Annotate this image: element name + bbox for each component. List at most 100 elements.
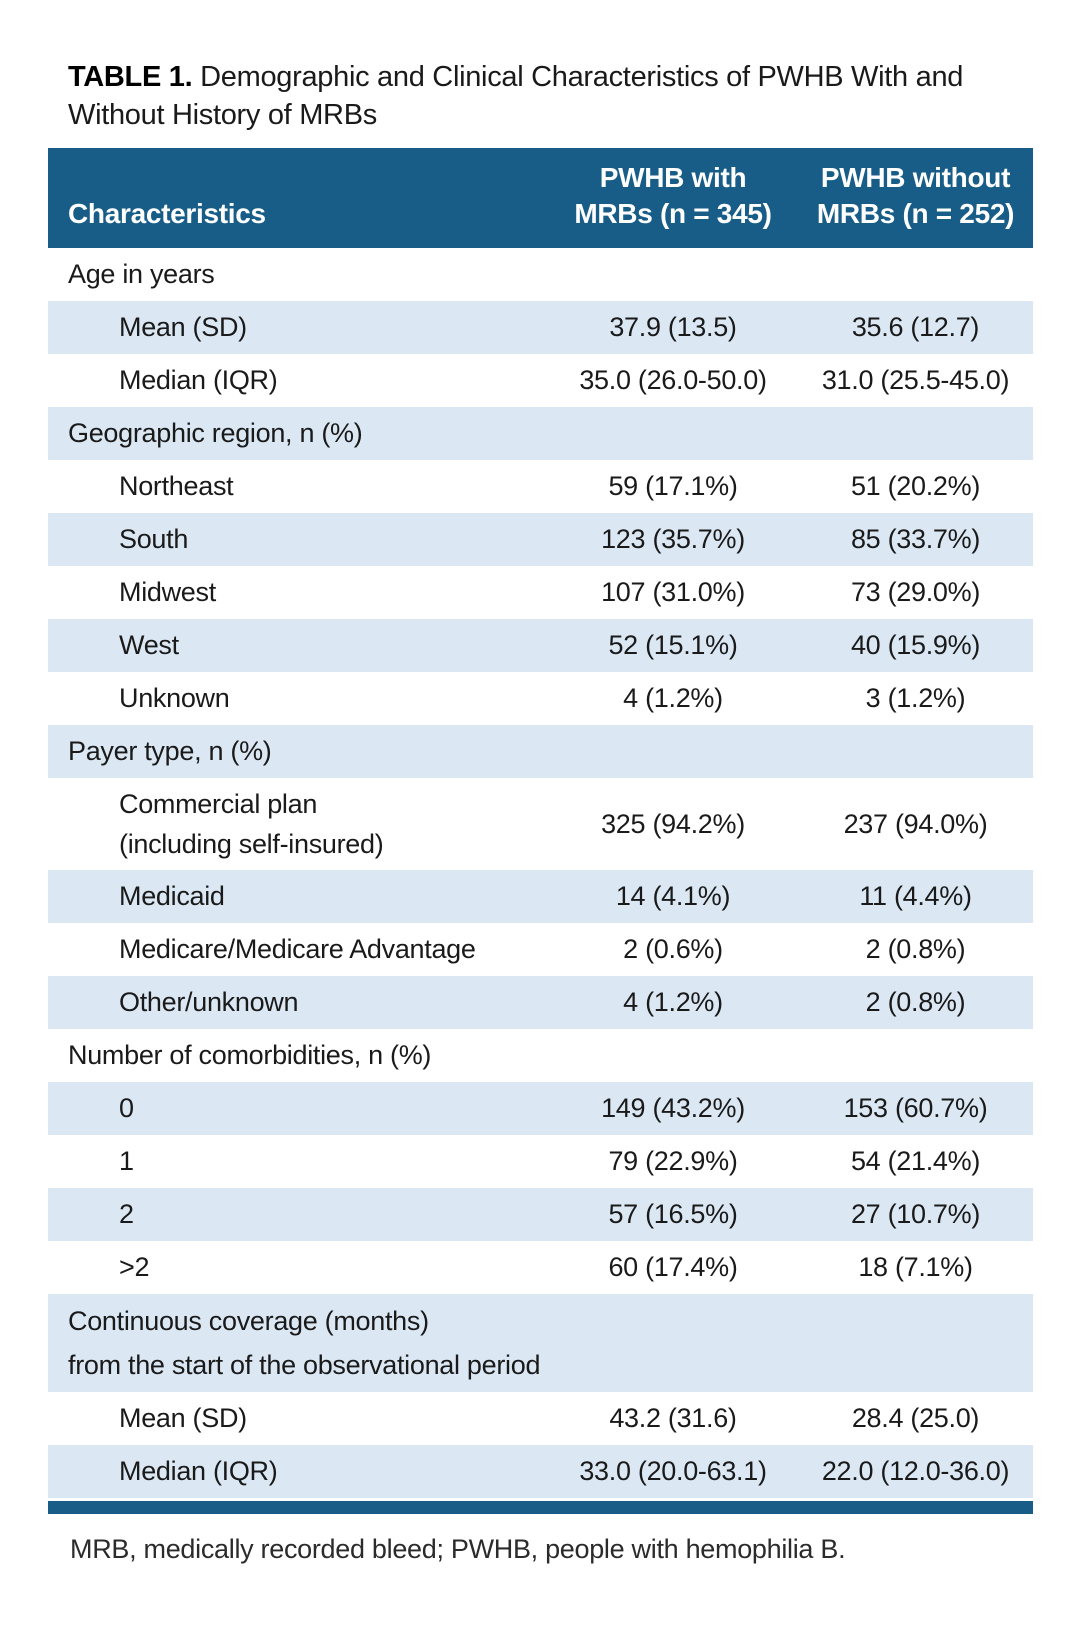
- category-label: Continuous coverage (months) from the sta…: [48, 1294, 1033, 1392]
- table-title: TABLE 1. Demographic and Clinical Charac…: [0, 0, 1079, 148]
- value-pwhb-with-mrbs: 57 (16.5%): [548, 1188, 798, 1241]
- value-pwhb-without-mrbs: 3 (1.2%): [865, 683, 966, 713]
- table-row: Unknown 4 (1.2%) 3 (1.2%): [48, 672, 1033, 725]
- row-label: 0: [48, 1082, 548, 1135]
- value-pwhb-without-mrbs: 31.0 (25.5-45.0): [821, 365, 1010, 395]
- table-row: 1 79 (22.9%) 54 (21.4%): [48, 1135, 1033, 1188]
- header-pwhb-with-line2: MRBs (n = 345): [574, 198, 772, 229]
- table-title-line1: Demographic and Clinical Characteristics…: [200, 61, 964, 93]
- row-label-line1: Commercial plan: [119, 789, 318, 819]
- value-pwhb-without-mrbs: 28.4 (25.0): [851, 1403, 980, 1433]
- row-label: 2: [48, 1188, 548, 1241]
- table-row: Number of comorbidities, n (%): [48, 1029, 1033, 1082]
- table-row: Commercial plan (including self-insured) 3…: [48, 778, 1033, 870]
- table-row: 2 57 (16.5%) 27 (10.7%): [48, 1188, 1033, 1241]
- value-pwhb-with-mrbs: 37.9 (13.5): [548, 301, 798, 354]
- value-pwhb-with-mrbs: 149 (43.2%): [548, 1082, 798, 1135]
- table-row: Northeast 59 (17.1%) 51 (20.2%): [48, 460, 1033, 513]
- value-pwhb-with-mrbs: 43.2 (31.6): [609, 1403, 737, 1433]
- value-pwhb-with-mrbs: 79 (22.9%): [608, 1146, 738, 1176]
- table-row: Continuous coverage (months) from the sta…: [48, 1294, 1033, 1392]
- value-pwhb-without-mrbs: 54 (21.4%): [850, 1146, 981, 1176]
- header-pwhb-with-line1: PWHB with: [599, 162, 747, 193]
- table-row: Medicare/Medicare Advantage 2 (0.6%) 2 (0.…: [48, 923, 1033, 976]
- header-pwhb-without-line1: PWHB without: [820, 162, 1011, 193]
- table-row: Median (IQR) 35.0 (26.0-50.0) 31.0 (25.5-4…: [48, 354, 1033, 407]
- row-label: 1: [119, 1146, 134, 1176]
- category-label: Number of comorbidities, n (%): [68, 1040, 432, 1070]
- value-pwhb-with-mrbs: 59 (17.1%): [608, 471, 738, 501]
- header-pwhb-without-line2: MRBs (n = 252): [816, 198, 1015, 229]
- table-row: Mean (SD) 43.2 (31.6) 28.4 (25.0): [48, 1392, 1033, 1445]
- value-pwhb-with-mrbs: 4 (1.2%): [623, 683, 723, 713]
- row-label: Median (IQR): [48, 1445, 548, 1498]
- table-row: Midwest 107 (31.0%) 73 (29.0%): [48, 566, 1033, 619]
- value-pwhb-with-mrbs: 325 (94.2%): [601, 808, 745, 839]
- table-row: South 123 (35.7%) 85 (33.7%): [48, 513, 1033, 566]
- header-pwhb-without-mrbs: PWHB without MRBs (n = 252): [798, 148, 1033, 248]
- row-label: Unknown: [119, 683, 230, 713]
- row-label: >2: [119, 1252, 150, 1282]
- table-row: Other/unknown 4 (1.2%) 2 (0.8%): [48, 976, 1033, 1029]
- value-pwhb-with-mrbs: 2 (0.6%): [623, 934, 723, 964]
- category-label: Geographic region, n (%): [48, 407, 1033, 460]
- category-label: Age in years: [68, 259, 215, 289]
- category-label: Payer type, n (%): [48, 725, 1033, 778]
- value-pwhb-without-mrbs: 73 (29.0%): [850, 577, 981, 607]
- row-label: Medicare/Medicare Advantage: [119, 934, 476, 964]
- row-label-line2: from the start of the observational peri…: [68, 1350, 541, 1380]
- row-label: South: [48, 513, 548, 566]
- value-pwhb-with-mrbs: 52 (15.1%): [548, 619, 798, 672]
- row-label: Median (IQR): [119, 365, 278, 395]
- row-label: Northeast: [119, 471, 234, 501]
- value-pwhb-without-mrbs: 85 (33.7%): [798, 513, 1033, 566]
- table-title-line2: Without History of MRBs: [68, 99, 377, 131]
- row-label: Other/unknown: [48, 976, 548, 1029]
- row-label-line1: Continuous coverage (months): [68, 1306, 429, 1336]
- header-pwhb-with-mrbs: PWHB with MRBs (n = 345): [548, 148, 798, 248]
- table-row: Geographic region, n (%): [48, 407, 1033, 460]
- value-pwhb-without-mrbs: 22.0 (12.0-36.0): [798, 1445, 1033, 1498]
- row-label: Commercial plan (including self-insured): [48, 778, 548, 870]
- table-row: >2 60 (17.4%) 18 (7.1%): [48, 1241, 1033, 1294]
- value-pwhb-without-mrbs: 153 (60.7%): [798, 1082, 1033, 1135]
- row-label: West: [48, 619, 548, 672]
- table-row: Mean (SD) 37.9 (13.5) 35.6 (12.7): [48, 301, 1033, 354]
- value-pwhb-without-mrbs: 35.6 (12.7): [798, 301, 1033, 354]
- value-pwhb-without-mrbs: 18 (7.1%): [858, 1252, 973, 1282]
- table-row: Age in years: [48, 248, 1033, 301]
- value-pwhb-with-mrbs: 60 (17.4%): [608, 1252, 738, 1282]
- header-characteristics: Characteristics: [48, 148, 548, 248]
- value-pwhb-without-mrbs: 27 (10.7%): [798, 1188, 1033, 1241]
- value-pwhb-without-mrbs: 51 (20.2%): [850, 471, 981, 501]
- row-label: Medicaid: [48, 870, 548, 923]
- row-label: Mean (SD): [119, 1403, 247, 1433]
- value-pwhb-with-mrbs: 35.0 (26.0-50.0): [579, 365, 767, 395]
- value-pwhb-with-mrbs: 123 (35.7%): [548, 513, 798, 566]
- value-pwhb-without-mrbs: 2 (0.8%): [865, 934, 966, 964]
- table-number-label: TABLE 1.: [68, 61, 193, 93]
- value-pwhb-with-mrbs: 33.0 (20.0-63.1): [548, 1445, 798, 1498]
- table-row: West 52 (15.1%) 40 (15.9%): [48, 619, 1033, 672]
- value-pwhb-with-mrbs: 107 (31.0%): [601, 577, 745, 607]
- table-footnote: MRB, medically recorded bleed; PWHB, peo…: [70, 1534, 846, 1564]
- value-pwhb-without-mrbs: 11 (4.4%): [798, 870, 1033, 923]
- value-pwhb-without-mrbs: 40 (15.9%): [798, 619, 1033, 672]
- table-header: Characteristics PWHB with MRBs (n = 345)…: [48, 148, 1033, 248]
- row-label: Mean (SD): [48, 301, 548, 354]
- table-row: Median (IQR) 33.0 (20.0-63.1) 22.0 (12.0-3…: [48, 1445, 1033, 1498]
- value-pwhb-with-mrbs: 4 (1.2%): [548, 976, 798, 1029]
- characteristics-table: Characteristics PWHB with MRBs (n = 345)…: [48, 148, 1033, 1498]
- table-row: Medicaid 14 (4.1%) 11 (4.4%): [48, 870, 1033, 923]
- table-bottom-rule: [48, 1501, 1033, 1514]
- row-label-line2: (including self-insured): [119, 829, 384, 859]
- table-row: 0 149 (43.2%) 153 (60.7%): [48, 1082, 1033, 1135]
- header-row: Characteristics PWHB with MRBs (n = 345)…: [48, 148, 1033, 248]
- row-label: Midwest: [119, 577, 216, 607]
- value-pwhb-without-mrbs: 237 (94.0%): [843, 808, 988, 839]
- table-row: Payer type, n (%): [48, 725, 1033, 778]
- table-body: Age in years Mean (SD) 37.9 (13.5) 35.6 (12…: [48, 248, 1033, 1498]
- value-pwhb-with-mrbs: 14 (4.1%): [548, 870, 798, 923]
- value-pwhb-without-mrbs: 2 (0.8%): [798, 976, 1033, 1029]
